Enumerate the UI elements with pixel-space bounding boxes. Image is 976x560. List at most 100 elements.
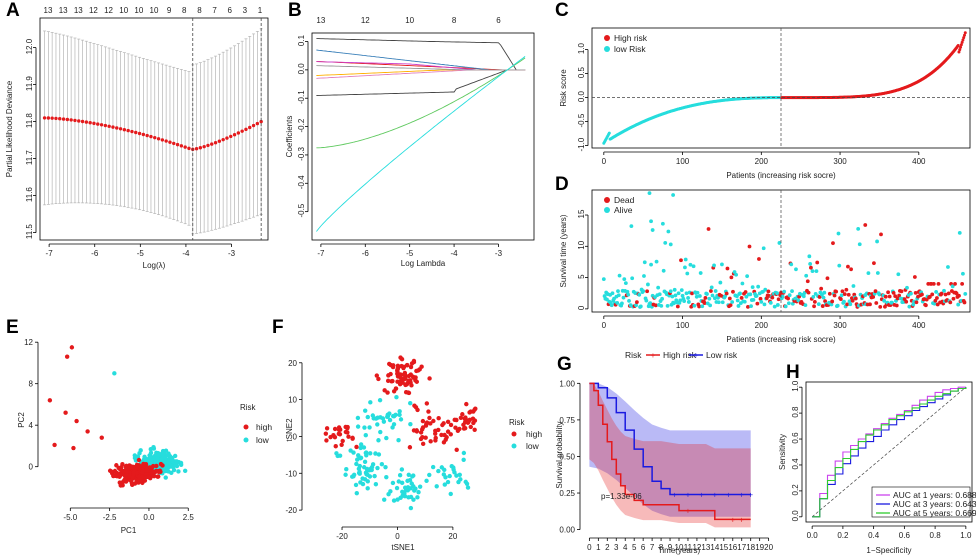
high-point — [130, 475, 134, 479]
x-tick-label: 0 — [395, 532, 400, 541]
y-tick-label: 11.7 — [25, 150, 34, 166]
dead-point — [904, 300, 908, 304]
high-point — [412, 403, 416, 407]
x-tick-label: 200 — [755, 157, 769, 166]
panel-label-G: G — [557, 354, 572, 375]
low-point — [374, 482, 378, 486]
dead-point — [731, 290, 735, 294]
deviance-point — [43, 116, 46, 119]
alive-point — [639, 304, 643, 308]
high-point — [156, 470, 160, 474]
high-point — [405, 382, 409, 386]
dead-point — [833, 294, 837, 298]
alive-point — [804, 274, 808, 278]
dead-point — [755, 302, 759, 306]
outlier-point — [48, 398, 52, 402]
panel-d: 0 100 200 300 400051015Patients (increasing … — [559, 190, 970, 344]
dead-point — [892, 291, 896, 295]
dead-point — [725, 292, 729, 296]
legend-low-risk: Low risk — [706, 350, 738, 360]
top-label: 12 — [104, 6, 113, 15]
alive-point — [685, 291, 689, 295]
dead-point — [900, 289, 904, 293]
high-point — [453, 418, 457, 422]
x-tick-label: -5.0 — [63, 513, 77, 522]
panel-c: 0 100 200 300 400-1.0-0.50.00.51.0Patients (… — [559, 28, 970, 180]
alive-point — [822, 291, 826, 295]
alive-point — [714, 289, 718, 293]
low-point — [166, 460, 170, 464]
alive-point — [661, 222, 665, 226]
deviance-point — [195, 147, 198, 150]
deviance-point — [172, 142, 175, 145]
low-point — [378, 398, 382, 402]
y-tick-label: 8 — [29, 380, 34, 389]
top-label: 6 — [227, 6, 232, 15]
low-point — [344, 467, 348, 471]
alive-point — [683, 265, 687, 269]
x-tick-label: -4 — [182, 249, 190, 258]
alive-point — [752, 298, 756, 302]
censor-mark: + — [672, 491, 677, 500]
x-tick-label: 20 — [448, 532, 457, 541]
dead-point — [854, 297, 858, 301]
outlier-point — [74, 419, 78, 423]
low-point — [354, 462, 358, 466]
low-point — [363, 408, 367, 412]
panel-label-B: B — [288, 0, 302, 21]
censor-mark: + — [713, 491, 718, 500]
high-point — [439, 433, 443, 437]
low-point — [152, 446, 156, 450]
deviance-point — [210, 142, 213, 145]
alive-point — [837, 264, 841, 268]
x-tick-label: 0 — [587, 543, 592, 552]
low-point — [466, 485, 470, 489]
low-point — [338, 454, 342, 458]
alive-point — [787, 301, 791, 305]
high-point — [403, 371, 407, 375]
alive-point — [790, 289, 794, 293]
alive-point — [666, 230, 670, 234]
low-risk-point — [608, 132, 611, 135]
low-point — [391, 481, 395, 485]
alive-point — [808, 262, 812, 266]
dead-point — [704, 296, 708, 300]
alive-point — [946, 265, 950, 269]
top-label: 1 — [258, 6, 263, 15]
dead-point — [953, 282, 957, 286]
low-point — [370, 465, 374, 469]
high-point — [408, 445, 412, 449]
x-tick-label: 0 — [602, 157, 607, 166]
low-point — [398, 473, 402, 477]
outlier-point — [669, 243, 673, 247]
top-label: 9 — [167, 6, 172, 15]
x-tick-label: -20 — [336, 532, 348, 541]
dead-point — [915, 300, 919, 304]
top-label: 10 — [119, 6, 128, 15]
deviance-point — [54, 117, 57, 120]
deviance-point — [100, 123, 103, 126]
low-point — [447, 474, 451, 478]
alive-point — [867, 271, 871, 275]
alive-point — [686, 296, 690, 300]
x-tick-label: -6 — [362, 249, 370, 258]
alive-point — [749, 304, 753, 308]
high-point — [388, 372, 392, 376]
p-value: p=1.33e-06 — [601, 492, 642, 501]
alive-point — [707, 297, 711, 301]
low-point — [375, 416, 379, 420]
y-tick-label: -20 — [285, 506, 297, 515]
high-point — [391, 363, 395, 367]
high-point — [425, 401, 429, 405]
alive-point — [802, 294, 806, 298]
x-axis-title: PC1 — [121, 526, 137, 535]
deviance-point — [214, 141, 217, 144]
dead-point — [757, 257, 761, 261]
low-point — [427, 473, 431, 477]
top-label: 10 — [405, 16, 414, 25]
deviance-point — [168, 141, 171, 144]
x-tick-label: 1.0 — [960, 531, 972, 540]
dead-point — [874, 289, 878, 293]
dead-point — [746, 305, 750, 309]
y-tick-label: -10 — [285, 469, 297, 478]
